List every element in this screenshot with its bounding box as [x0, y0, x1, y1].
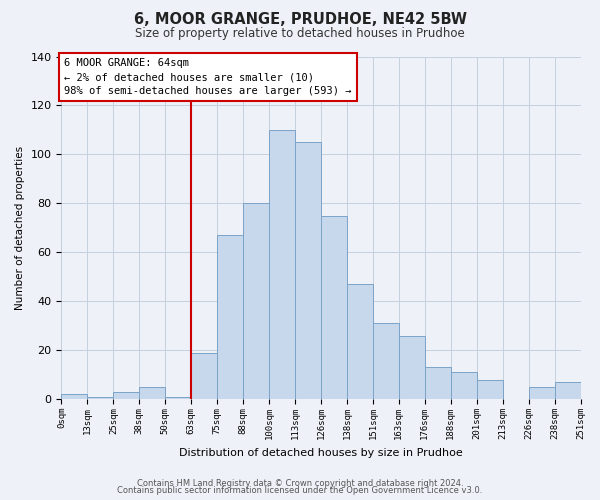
- Bar: [139, 387, 165, 400]
- Bar: [165, 397, 191, 400]
- Text: Size of property relative to detached houses in Prudhoe: Size of property relative to detached ho…: [135, 28, 465, 40]
- Bar: [373, 324, 399, 400]
- Bar: [295, 142, 321, 400]
- Y-axis label: Number of detached properties: Number of detached properties: [15, 146, 25, 310]
- Bar: [217, 235, 243, 400]
- Bar: [451, 372, 476, 400]
- X-axis label: Distribution of detached houses by size in Prudhoe: Distribution of detached houses by size …: [179, 448, 463, 458]
- Bar: [321, 216, 347, 400]
- Bar: [88, 397, 113, 400]
- Bar: [269, 130, 295, 400]
- Bar: [191, 353, 217, 400]
- Bar: [476, 380, 503, 400]
- Text: Contains public sector information licensed under the Open Government Licence v3: Contains public sector information licen…: [118, 486, 482, 495]
- Bar: [243, 204, 269, 400]
- Bar: [529, 387, 554, 400]
- Bar: [554, 382, 581, 400]
- Bar: [113, 392, 139, 400]
- Text: 6, MOOR GRANGE, PRUDHOE, NE42 5BW: 6, MOOR GRANGE, PRUDHOE, NE42 5BW: [133, 12, 467, 28]
- Text: Contains HM Land Registry data © Crown copyright and database right 2024.: Contains HM Land Registry data © Crown c…: [137, 478, 463, 488]
- Bar: [425, 368, 451, 400]
- Bar: [347, 284, 373, 400]
- Text: 6 MOOR GRANGE: 64sqm
← 2% of detached houses are smaller (10)
98% of semi-detach: 6 MOOR GRANGE: 64sqm ← 2% of detached ho…: [64, 58, 352, 96]
- Bar: [399, 336, 425, 400]
- Bar: [61, 394, 88, 400]
